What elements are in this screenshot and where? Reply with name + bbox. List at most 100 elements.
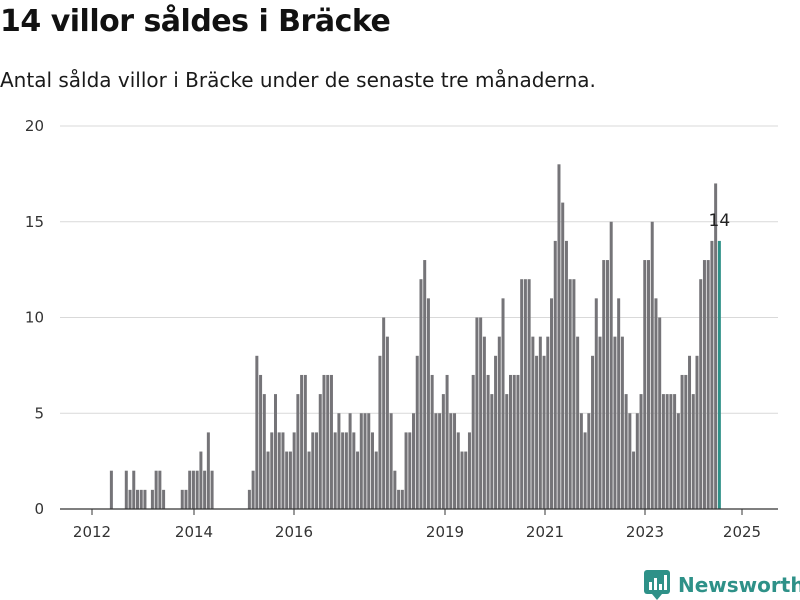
bar: [296, 394, 300, 509]
bar: [374, 451, 378, 509]
bar: [247, 489, 251, 509]
bar: [680, 374, 684, 509]
brand-name: Newsworthy: [678, 573, 800, 597]
bar: [400, 489, 404, 509]
bar: [262, 394, 266, 509]
bar: [695, 355, 699, 509]
bar: [441, 394, 445, 509]
bar: [647, 260, 650, 509]
bar: [453, 413, 457, 509]
bar: [288, 451, 292, 509]
bar: [251, 470, 255, 509]
bar: [434, 413, 438, 509]
bar: [516, 374, 520, 509]
bar: [464, 451, 468, 509]
bar: [650, 221, 654, 509]
bar: [191, 470, 195, 509]
y-tick-label: 10: [25, 309, 44, 327]
x-axis: [60, 508, 778, 515]
bar: [706, 260, 710, 509]
bar: [300, 374, 304, 509]
bar: [494, 355, 498, 509]
bar: [359, 413, 363, 509]
bar: [691, 394, 695, 509]
bar: [583, 432, 587, 509]
bar: [579, 413, 583, 509]
bar: [658, 317, 662, 509]
bar: [285, 451, 289, 509]
bar: [523, 279, 527, 509]
y-tick-label: 15: [25, 213, 44, 231]
bar: [393, 470, 397, 509]
x-tick-label: 2012: [73, 523, 111, 541]
bar: [124, 470, 128, 509]
x-tick-label: 2023: [626, 523, 664, 541]
bar: [341, 432, 345, 509]
bar: [307, 451, 311, 509]
bar: [158, 470, 162, 509]
bar: [404, 432, 408, 509]
bar: [714, 183, 718, 509]
bar: [445, 374, 449, 509]
bar: [277, 432, 281, 509]
bar: [635, 413, 639, 509]
bar: [382, 317, 386, 509]
bar: [609, 221, 613, 509]
bar: [710, 240, 714, 509]
bar: [329, 374, 333, 509]
x-tick-label: 2019: [426, 523, 464, 541]
bar: [255, 355, 259, 509]
bar: [460, 451, 464, 509]
y-tick-label: 20: [25, 117, 44, 135]
bar: [538, 336, 542, 509]
bar: [378, 355, 382, 509]
bar: [535, 355, 539, 509]
bar-chart: 0 5 10 15 20 2012 2014 2016 2019 2021 2023 2025 14: [25, 117, 778, 541]
bar: [702, 260, 706, 509]
bar: [550, 298, 554, 509]
bar: [311, 432, 315, 509]
bar: [348, 413, 352, 509]
bar: [632, 451, 636, 509]
x-tick-label: 2016: [275, 523, 313, 541]
bars: [109, 164, 721, 510]
bar: [274, 394, 277, 509]
bar: [673, 394, 677, 509]
bar: [628, 413, 632, 509]
bar: [162, 489, 166, 509]
bar: [430, 374, 434, 509]
bar: [531, 336, 535, 509]
bar: [132, 470, 136, 509]
bar: [564, 240, 568, 509]
bar: [654, 298, 658, 509]
bar: [370, 432, 374, 509]
x-tick-label: 2021: [526, 523, 564, 541]
bar: [408, 432, 412, 509]
bar: [150, 489, 154, 509]
bar: [490, 394, 494, 509]
bar: [486, 374, 490, 509]
bar: [195, 470, 199, 509]
bar: [688, 355, 692, 509]
bar: [449, 413, 453, 509]
bar: [471, 374, 475, 509]
bar: [568, 279, 572, 509]
bar: [333, 432, 337, 509]
bar: [613, 336, 617, 509]
bar: [292, 432, 296, 509]
bar: [497, 336, 501, 509]
last-value-label: 14: [709, 211, 731, 231]
bar: [337, 413, 341, 509]
bar: [423, 260, 427, 509]
bar: [259, 374, 263, 509]
bar: [367, 413, 371, 509]
highlighted-bar: [717, 240, 721, 509]
bar: [318, 394, 322, 509]
y-tick-label: 5: [34, 404, 44, 422]
bar: [591, 355, 595, 509]
bar: [412, 413, 416, 509]
newsworthy-chart-icon: [644, 570, 670, 600]
bar: [501, 298, 505, 509]
bar: [270, 432, 274, 509]
bar: [389, 413, 393, 509]
